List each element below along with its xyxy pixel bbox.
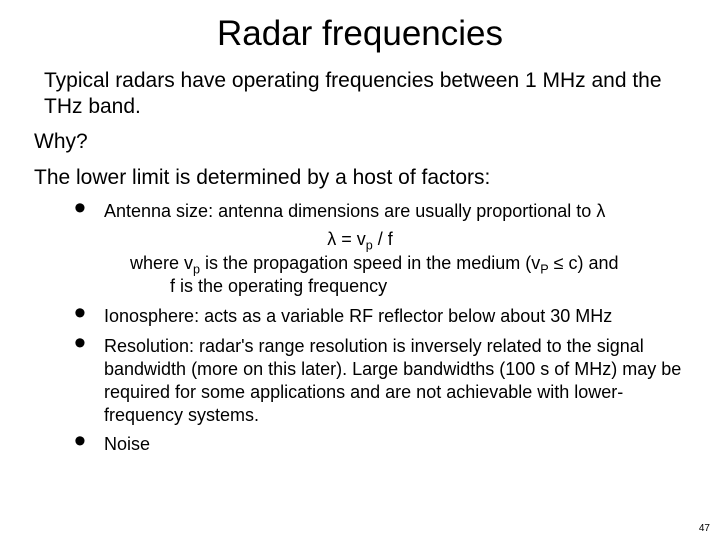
bullet1-prefix: Antenna size: antenna dimensions are usu… bbox=[104, 201, 596, 221]
where-sub1: p bbox=[193, 263, 200, 277]
where-mid2: ≤ c) and bbox=[549, 253, 619, 273]
lower-limit-line: The lower limit is determined by a host … bbox=[34, 165, 686, 191]
list-item: Resolution: radar's range resolution is … bbox=[78, 335, 686, 427]
eq-post: / f bbox=[373, 229, 393, 249]
where-mid: is the propagation speed in the medium (… bbox=[200, 253, 540, 273]
why-line: Why? bbox=[34, 129, 686, 155]
bullet-list-2: Ionosphere: acts as a variable RF reflec… bbox=[34, 305, 686, 455]
bullet-list: Antenna size: antenna dimensions are usu… bbox=[34, 200, 686, 223]
list-item: Ionosphere: acts as a variable RF reflec… bbox=[78, 305, 686, 328]
intro-paragraph: Typical radars have operating frequencie… bbox=[34, 68, 686, 119]
where-line2: f is the operating frequency bbox=[170, 276, 387, 296]
list-item: Noise bbox=[78, 433, 686, 456]
eq-pre: λ = v bbox=[327, 229, 366, 249]
eq-sub1: p bbox=[366, 239, 373, 253]
list-item: Antenna size: antenna dimensions are usu… bbox=[78, 200, 686, 223]
slide-title: Radar frequencies bbox=[34, 14, 686, 54]
equation-line: λ = vp / f bbox=[34, 229, 686, 250]
where-pre: where v bbox=[130, 253, 193, 273]
where-sub2: P bbox=[540, 263, 548, 277]
lambda-symbol: λ bbox=[596, 201, 605, 221]
slide-container: Radar frequencies Typical radars have op… bbox=[0, 0, 720, 540]
page-number: 47 bbox=[699, 523, 710, 534]
where-note: where vp is the propagation speed in the… bbox=[34, 252, 686, 297]
